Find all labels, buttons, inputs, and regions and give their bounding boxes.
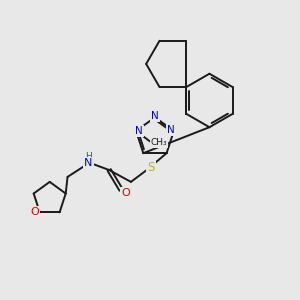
Text: O: O (122, 188, 130, 198)
Text: N: N (167, 125, 175, 135)
Text: CH₃: CH₃ (151, 138, 167, 147)
Text: H: H (85, 152, 92, 160)
Text: N: N (84, 158, 92, 168)
Text: N: N (135, 126, 143, 136)
Text: S: S (147, 160, 154, 173)
Text: O: O (31, 207, 39, 218)
Text: N: N (151, 111, 159, 121)
